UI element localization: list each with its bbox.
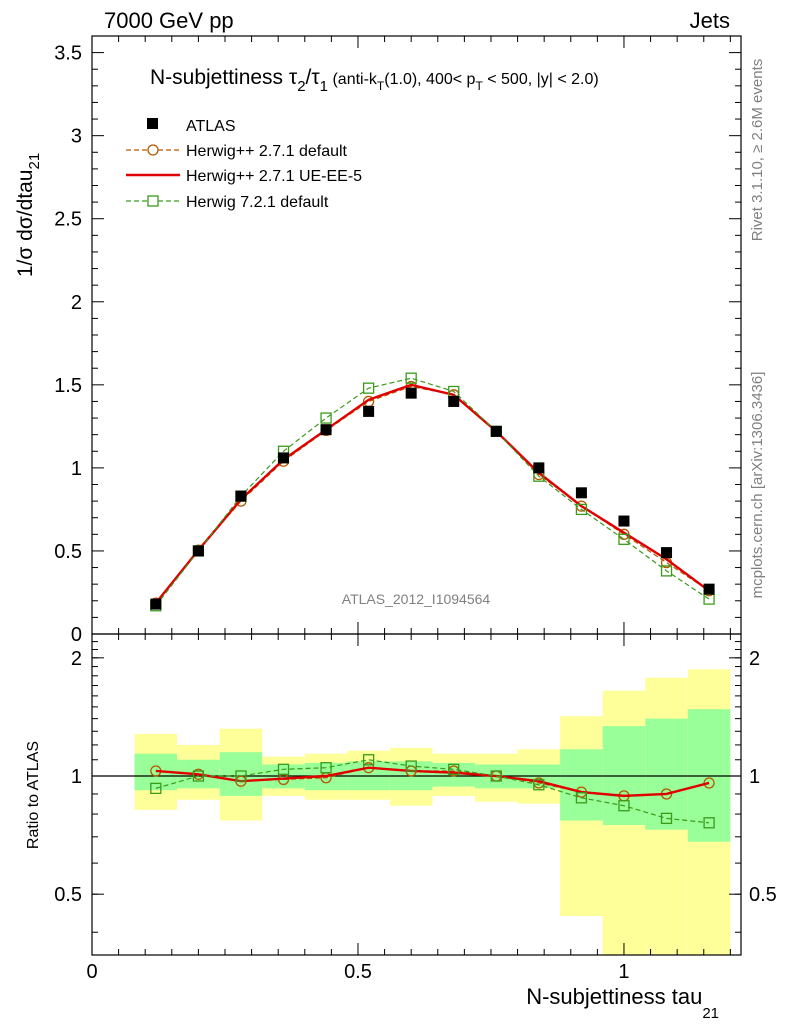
y-tick-label: 0.5 <box>54 541 82 563</box>
legend-marker-atlas <box>147 118 158 129</box>
legend-marker-herwig-2-7-1-default <box>147 144 159 156</box>
herwig-7-2-1-default-point <box>660 565 673 577</box>
stat-uncertainty-band <box>645 718 688 830</box>
x-axis-label-text: N-subjettiness tau <box>526 984 702 1009</box>
atlas-data-point <box>575 487 587 499</box>
herwig-7-2-1-default-point <box>405 372 417 384</box>
herwig-7-2-1-default-point <box>320 412 332 424</box>
y-axis-label-ratio: Ratio to ATLAS <box>25 741 42 849</box>
title-sub1: 2 <box>297 78 305 95</box>
analysis-watermark: ATLAS_2012_I1094564 <box>342 591 491 607</box>
x-axis-label-sub: 21 <box>702 1005 719 1022</box>
ratio-plot-frame <box>91 633 742 956</box>
atlas-data-point <box>363 405 375 417</box>
ratio-herwig-7-2-1-default-point <box>660 812 673 825</box>
ratio-y-tick-label-right: 1 <box>749 766 760 788</box>
rivet-label: Rivet 3.1.10, ≥ 2.6M events <box>749 59 766 242</box>
title-slash: /τ <box>306 66 321 89</box>
ratio-herwig-7-2-1-default-point <box>490 770 502 782</box>
atlas-data-point <box>448 395 460 407</box>
ratio-herwig-2-7-1-ue-ee-5-line <box>155 766 710 798</box>
atlas-data-point <box>150 598 162 610</box>
atlas-data-point <box>618 515 630 527</box>
atlas-data-point <box>405 387 417 399</box>
x-tick-label: 0 <box>86 961 97 983</box>
plot-title: N-subjettiness τ2/τ1 (anti-kT(1.0), 400<… <box>150 66 599 95</box>
title-sub2: 1 <box>320 78 328 95</box>
legend-label-atlas: ATLAS <box>186 118 236 135</box>
legend-marker-herwig-7-2-1-default <box>147 195 159 207</box>
y-tick-label: 3 <box>71 126 82 148</box>
mcplots-label: mcplots.cern.ch [arXiv:1306.3436] <box>749 372 766 599</box>
ratio-herwig-7-2-1-default-point <box>618 800 630 812</box>
ratio-herwig-7-2-1-default-point <box>235 770 247 782</box>
x-tick-label: 1 <box>618 961 629 983</box>
y-axis-label-main: 1/σ dσ/dtau21 <box>14 153 43 277</box>
ratio-y-tick-label-right: 2 <box>749 648 760 670</box>
ratio-herwig-7-2-1-default-point <box>703 817 715 829</box>
ratio-y-tick-label: 2 <box>71 648 82 670</box>
herwig-7-2-1-default-point <box>618 533 630 545</box>
ratio-herwig-7-2-1-default-point <box>575 792 588 804</box>
ratio-herwig-7-2-1-default-point <box>277 763 290 775</box>
ratio-herwig-7-2-1-default-point <box>192 770 205 782</box>
atlas-data-point <box>192 545 204 557</box>
ratio-herwig-7-2-1-default-point <box>448 763 460 775</box>
legend-label-herwig-default: Herwig++ 2.7.1 default <box>186 143 348 160</box>
ratio-y-tick-label: 0.5 <box>54 884 82 906</box>
atlas-data-point <box>235 490 247 502</box>
legend-label-herwig7: Herwig 7.2.1 default <box>186 194 329 211</box>
ratio-herwig-7-2-1-default-point <box>362 754 375 766</box>
legend-label-herwig-ueee5: Herwig++ 2.7.1 UE-EE-5 <box>186 168 362 185</box>
stat-uncertainty-band <box>219 752 263 796</box>
ratio-herwig-7-2-1-default-point <box>405 760 417 772</box>
title-paren3: < 500, |y| < 2.0) <box>483 71 599 88</box>
ratio-herwig-7-2-1-default-line <box>155 759 710 824</box>
title-paren1: (anti-k <box>328 71 378 88</box>
herwig-2-7-1-ue-ee-5-line <box>154 383 710 604</box>
herwig-7-2-1-default-point <box>362 382 375 394</box>
y-tick-label: 1 <box>71 458 82 480</box>
atlas-data-point <box>278 452 290 464</box>
x-tick-label: 0.5 <box>344 961 372 983</box>
ratio-herwig-7-2-1-default-point <box>150 782 162 795</box>
y-tick-label: 1.5 <box>54 375 82 397</box>
header-left: 7000 GeV pp <box>104 8 234 33</box>
y-tick-label: 0 <box>71 624 82 646</box>
ratio-herwig-2-7-1-default-point <box>703 777 715 789</box>
ratio-herwig-7-2-1-default-point <box>533 779 545 791</box>
herwig-7-2-1-default-point <box>575 503 588 516</box>
title-sub4: T <box>475 79 483 93</box>
atlas-data-point <box>320 424 332 436</box>
y-tick-label: 2 <box>71 292 82 314</box>
atlas-data-point <box>490 425 502 437</box>
ratio-y-tick-label-right: 0.5 <box>749 884 777 906</box>
title-sub3: T <box>377 79 385 93</box>
title-paren2: (1.0), 400< p <box>384 71 475 88</box>
header-right: Jets <box>690 8 730 33</box>
stat-uncertainty-band <box>560 749 603 821</box>
x-axis-label: N-subjettiness tau21 <box>526 984 719 1022</box>
y-tick-label: 2.5 <box>54 209 82 231</box>
atlas-data-point <box>533 462 545 474</box>
title-main: N-subjettiness τ <box>150 66 298 89</box>
y-tick-label: 3.5 <box>54 43 82 65</box>
y-axis-label-main-sub: 21 <box>26 153 43 170</box>
atlas-data-point <box>703 583 715 595</box>
ratio-y-tick-label: 1 <box>71 766 82 788</box>
ratio-herwig-7-2-1-default-point <box>320 762 332 774</box>
atlas-data-point <box>661 547 673 559</box>
herwig-7-2-1-default-line <box>155 377 710 607</box>
y-axis-label-main-text: 1/σ dσ/dtau <box>14 170 37 278</box>
